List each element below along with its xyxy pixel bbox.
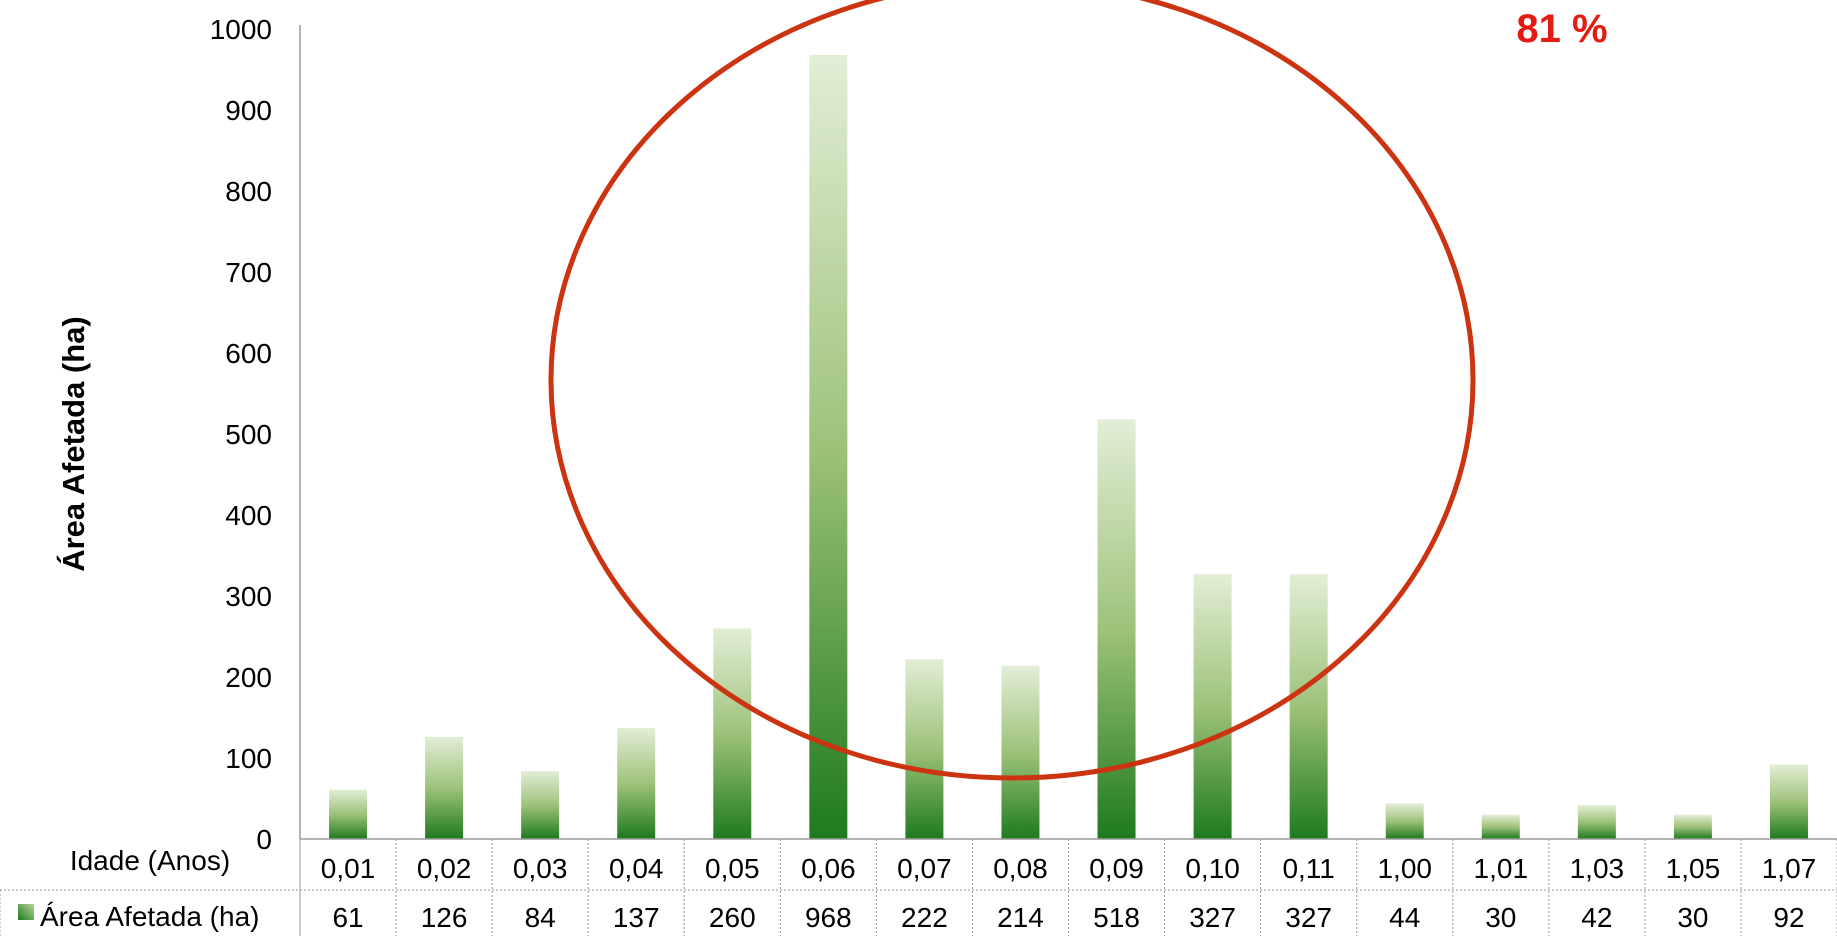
bar-1,05 [1673,814,1712,839]
y-tick-label: 800 [225,176,272,207]
y-tick-label: 200 [225,662,272,693]
bar-0,09 [1097,419,1136,839]
y-tick-label: 0 [256,824,272,855]
table-value-cell: 42 [1581,902,1612,933]
x-tick-label: 0,02 [417,853,472,884]
table-value-cell: 44 [1389,902,1420,933]
bar-0,06 [809,54,848,840]
x-tick-label: 1,00 [1377,853,1432,884]
x-tick-label: 0,07 [897,853,952,884]
bar-0,08 [1001,665,1040,839]
table-value-cell: 126 [421,902,468,933]
y-axis: 0 100 200 300 400 500 600 700 800 900 1000 [210,14,301,855]
table-value-cell: 222 [901,902,948,933]
highlight-ellipse [548,0,1476,781]
legend-swatch [18,904,34,920]
bar-0,07 [905,659,944,839]
y-tick-label: 300 [225,581,272,612]
bar-0,10 [1193,574,1232,839]
table-value-cell: 137 [613,902,660,933]
x-tick-label: 0,06 [801,853,856,884]
x-tick-label: 1,05 [1666,853,1721,884]
y-tick-label: 700 [225,257,272,288]
table-value-cell: 327 [1285,902,1332,933]
x-tick-label: 0,03 [513,853,568,884]
annotation-81-percent: 81 % [1516,7,1607,51]
y-tick-label: 900 [225,95,272,126]
bar-0,05 [713,628,752,839]
bar-0,01 [329,789,368,839]
bar-1,03 [1577,804,1616,839]
x-tick-label: 0,11 [1282,853,1334,884]
table-value-cell: 84 [525,902,556,933]
x-tick-label: 0,09 [1089,853,1144,884]
y-tick-label: 600 [225,338,272,369]
x-tick-label: 0,05 [705,853,760,884]
table-value-cell: 518 [1093,902,1140,933]
bar-0,04 [617,728,656,839]
bar-0,02 [425,736,464,839]
y-tick-label: 1000 [210,14,272,45]
bar-1,01 [1481,814,1520,839]
table-value-cell: 214 [997,902,1044,933]
table-value-cell: 327 [1189,902,1236,933]
y-tick-label: 400 [225,500,272,531]
legend-series-label: Área Afetada (ha) [40,901,259,932]
bars [329,54,1808,840]
x-tick-label: 1,07 [1762,853,1817,884]
y-axis-title: Área Afetada (ha) [56,316,91,572]
table-value-cell: 968 [805,902,852,933]
table-value-cell: 260 [709,902,756,933]
table-value-cell: 30 [1485,902,1516,933]
table-value-cell: 61 [332,902,363,933]
table-value-cell: 30 [1677,902,1708,933]
x-tick-label: 1,01 [1474,853,1529,884]
x-tick-label: 1,03 [1570,853,1625,884]
x-tick-label: 0,08 [993,853,1048,884]
bar-1,00 [1385,803,1424,839]
table-value-cell: 92 [1773,902,1804,933]
y-tick-label: 100 [225,743,272,774]
data-table: Idade (Anos) Área Afetada (ha) 0,01 61 0,02 1… [0,838,1837,936]
x-tick-label: 0,01 [321,853,376,884]
x-tick-label: 0,04 [609,853,664,884]
bar-0,11 [1289,574,1328,839]
bar-0,03 [521,770,560,839]
y-tick-label: 500 [225,419,272,450]
bar-1,07 [1769,764,1808,839]
x-tick-label: 0,10 [1185,853,1240,884]
x-axis-title: Idade (Anos) [70,845,230,876]
